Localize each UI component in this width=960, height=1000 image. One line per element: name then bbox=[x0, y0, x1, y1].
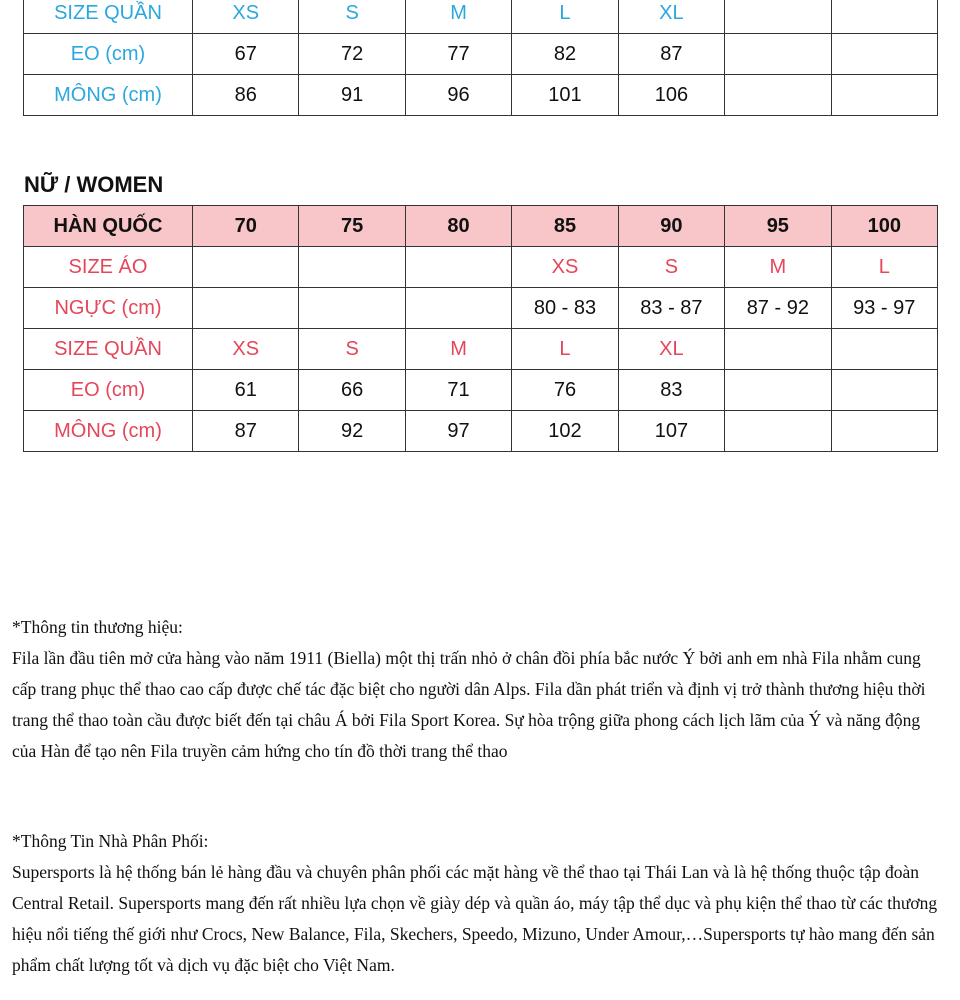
table-cell: 91 bbox=[298, 74, 406, 116]
table-cell bbox=[298, 246, 406, 288]
table-cell bbox=[724, 33, 832, 75]
distributor-info-body: Supersports là hệ thống bán lẻ hàng đầu … bbox=[12, 862, 938, 975]
row-label: SIZE QUẦN bbox=[23, 0, 193, 34]
women-section-title: NỮ / WOMEN bbox=[24, 172, 164, 197]
table-cell: 83 bbox=[617, 369, 726, 411]
table-cell: 87 - 92 bbox=[724, 287, 832, 329]
table-cell: 102 bbox=[511, 410, 619, 452]
table-cell: M bbox=[724, 246, 832, 288]
table-cell: 80 bbox=[404, 205, 513, 247]
table-cell: 87 bbox=[191, 410, 300, 452]
table-cell bbox=[404, 246, 513, 288]
row-label: HÀN QUỐC bbox=[23, 205, 193, 247]
table-cell: M bbox=[404, 0, 513, 34]
table-cell: 101 bbox=[511, 74, 619, 116]
row-label: MÔNG (cm) bbox=[23, 410, 193, 452]
table-cell: 100 bbox=[830, 205, 939, 247]
table-cell: 66 bbox=[298, 369, 406, 411]
table-cell: S bbox=[298, 0, 406, 34]
table-cell: 61 bbox=[191, 369, 300, 411]
row-label: NGỰC (cm) bbox=[23, 287, 193, 329]
table-cell: 86 bbox=[191, 74, 300, 116]
table-cell bbox=[404, 287, 513, 329]
table-cell: 75 bbox=[298, 205, 406, 247]
table-cell: L bbox=[511, 328, 619, 370]
table-row: EO (cm) 67 72 77 82 87 bbox=[23, 33, 939, 75]
table-row: MÔNG (cm) 87 92 97 102 107 bbox=[23, 410, 939, 452]
table-cell: XS bbox=[511, 246, 619, 288]
table-cell bbox=[830, 369, 939, 411]
row-label: EO (cm) bbox=[23, 33, 193, 75]
table-cell: 106 bbox=[617, 74, 726, 116]
table-cell: L bbox=[830, 246, 939, 288]
table-cell bbox=[191, 246, 300, 288]
table-cell: 70 bbox=[191, 205, 300, 247]
table-cell: XS bbox=[191, 328, 300, 370]
table-cell bbox=[830, 33, 939, 75]
table-cell: 72 bbox=[298, 33, 406, 75]
table-row: SIZE ÁO XS S M L bbox=[23, 246, 939, 288]
row-label: SIZE ÁO bbox=[23, 246, 193, 288]
table-cell: 97 bbox=[404, 410, 513, 452]
table-cell: 71 bbox=[404, 369, 513, 411]
table-cell bbox=[830, 328, 939, 370]
table-cell: S bbox=[617, 246, 726, 288]
table-cell bbox=[724, 0, 832, 34]
men-size-table: SIZE QUẦN XS S M L XL EO (cm) 67 72 77 82 87 MÔNG (c… bbox=[23, 0, 939, 116]
table-cell: 93 - 97 bbox=[830, 287, 939, 329]
row-label: SIZE QUẦN bbox=[23, 328, 193, 370]
table-row: SIZE QUẦN XS S M L XL bbox=[23, 328, 939, 370]
table-cell: 76 bbox=[511, 369, 619, 411]
brand-info-body: Fila lần đầu tiên mở cửa hàng vào năm 19… bbox=[12, 648, 926, 761]
table-cell: 85 bbox=[511, 205, 619, 247]
table-row: MÔNG (cm) 86 91 96 101 106 bbox=[23, 74, 939, 116]
table-cell bbox=[830, 0, 939, 34]
table-cell: 92 bbox=[298, 410, 406, 452]
table-row: EO (cm) 61 66 71 76 83 bbox=[23, 369, 939, 411]
women-size-table: HÀN QUỐC 70 75 80 85 90 95 100 SIZE ÁO XS S M L NGỰC … bbox=[23, 205, 939, 452]
table-cell: XL bbox=[617, 0, 726, 34]
brand-info: *Thông tin thương hiệu: Fila lần đầu tiê… bbox=[12, 612, 942, 767]
table-cell: 77 bbox=[404, 33, 513, 75]
table-cell: XS bbox=[191, 0, 300, 34]
table-cell: 67 bbox=[191, 33, 300, 75]
table-cell: 96 bbox=[404, 74, 513, 116]
table-cell: 87 bbox=[617, 33, 726, 75]
table-cell bbox=[830, 410, 939, 452]
table-cell bbox=[724, 328, 832, 370]
table-cell bbox=[830, 74, 939, 116]
table-cell: XL bbox=[617, 328, 726, 370]
table-row: NGỰC (cm) 80 - 83 83 - 87 87 - 92 93 - 97 bbox=[23, 287, 939, 329]
distributor-info-heading: *Thông Tin Nhà Phân Phối: bbox=[12, 831, 209, 851]
table-cell: 80 - 83 bbox=[511, 287, 619, 329]
table-cell: M bbox=[404, 328, 513, 370]
table-cell: 82 bbox=[511, 33, 619, 75]
table-cell: 83 - 87 bbox=[617, 287, 726, 329]
row-label: MÔNG (cm) bbox=[23, 74, 193, 116]
distributor-info: *Thông Tin Nhà Phân Phối: Supersports là… bbox=[12, 826, 942, 981]
table-cell bbox=[724, 410, 832, 452]
table-cell bbox=[191, 287, 300, 329]
table-cell: L bbox=[511, 0, 619, 34]
table-cell: 90 bbox=[617, 205, 726, 247]
table-header-row: HÀN QUỐC 70 75 80 85 90 95 100 bbox=[23, 205, 939, 247]
table-cell: 107 bbox=[617, 410, 726, 452]
table-row: SIZE QUẦN XS S M L XL bbox=[23, 0, 939, 34]
table-cell bbox=[298, 287, 406, 329]
table-cell bbox=[724, 369, 832, 411]
table-cell: 95 bbox=[724, 205, 832, 247]
brand-info-heading: *Thông tin thương hiệu: bbox=[12, 617, 183, 637]
table-cell: S bbox=[298, 328, 406, 370]
row-label: EO (cm) bbox=[23, 369, 193, 411]
table-cell bbox=[724, 74, 832, 116]
